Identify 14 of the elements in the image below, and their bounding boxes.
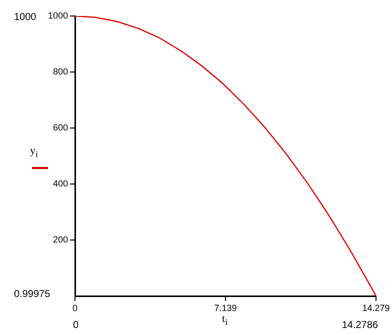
y-tick-label: 600	[52, 122, 68, 133]
x-tick-label: 7.139	[214, 302, 237, 313]
y-tick-label: 800	[52, 66, 68, 77]
y-tick-label: 400	[52, 178, 68, 189]
text: 0.99975	[14, 289, 50, 300]
text: 0	[73, 320, 79, 331]
x-axis-title: t$_{i}$	[222, 313, 228, 328]
y-axis-title: y$_{i}$	[30, 145, 38, 160]
y-tick-label: 200	[52, 234, 68, 245]
text: 1000	[14, 12, 36, 23]
x-tick-label: 14.279	[362, 302, 390, 313]
text: 14.2786	[342, 320, 378, 331]
x-tick-label: 0	[72, 302, 78, 313]
y-tick-label: 1000	[48, 10, 68, 20]
